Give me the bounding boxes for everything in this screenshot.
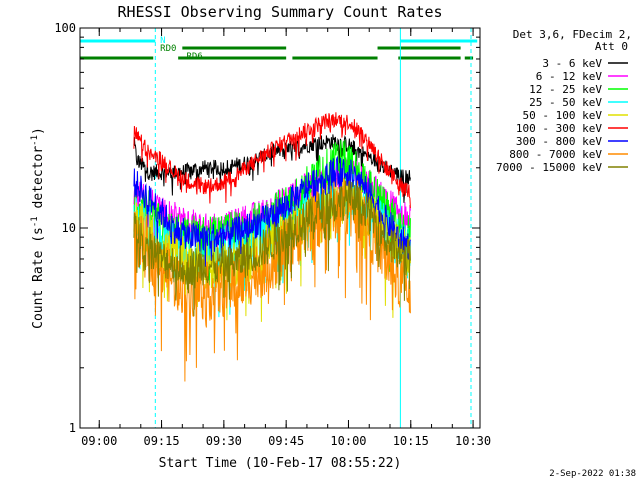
chart-title: RHESSI Observing Summary Count Rates — [117, 3, 442, 21]
legend-label-6-12-kev: 6 - 12 keV — [536, 70, 603, 83]
x-tick-label: 09:00 — [81, 434, 117, 448]
legend-label-300-800-kev: 300 - 800 keV — [516, 135, 602, 148]
legend-label-25-50-kev: 25 - 50 keV — [529, 96, 602, 109]
legend-label-100-300-kev: 100 - 300 keV — [516, 122, 602, 135]
legend-label-800-7000-kev: 800 - 7000 keV — [509, 148, 602, 161]
x-tick-label: 10:15 — [393, 434, 429, 448]
series-line-3-6-kev — [133, 134, 411, 203]
y-axis-label: Count Rate (s-1 detector-1) — [30, 127, 46, 329]
footer-date: 2-Sep-2022 01:38 — [549, 469, 636, 479]
y-tick-label: 100 — [54, 21, 76, 35]
legend-label-12-25-kev: 12 - 25 keV — [529, 83, 602, 96]
series-line-800-7000-kev — [133, 178, 411, 382]
flag-label-rd6: RD6 — [186, 52, 202, 62]
x-axis-label: Start Time (10-Feb-17 08:55:22) — [159, 456, 402, 471]
x-tick-label: 10:30 — [455, 434, 491, 448]
x-tick-label: 09:45 — [268, 434, 304, 448]
legend-title-line-2: Att 0 — [595, 40, 628, 53]
series-line-7000-15000-kev — [133, 180, 411, 317]
legend-label-3-6-kev: 3 - 6 keV — [542, 57, 602, 70]
series-line-300-800-kev — [133, 155, 411, 268]
axes: 1 10 100 09:00 09:15 09:30 09:45 10:00 10:15 10:3… — [54, 21, 491, 448]
legend-label-7000-15000-kev: 7000 - 15000 keV — [496, 161, 602, 174]
legend-title-line-1: Det 3,6, FDecim 2, — [513, 28, 632, 41]
x-tick-label: 09:15 — [143, 434, 179, 448]
flag-label-n: N — [160, 36, 165, 46]
x-tick-label: 10:00 — [330, 434, 366, 448]
x-tick-label: 09:30 — [206, 434, 242, 448]
series-lines — [133, 112, 411, 382]
y-tick-label: 10 — [62, 221, 76, 235]
flag-label-rd0: RD0 — [160, 44, 176, 54]
series-line-100-300-kev — [133, 112, 411, 209]
legend-label-50-100-kev: 50 - 100 keV — [523, 109, 603, 122]
y-tick-label: 1 — [69, 421, 76, 435]
